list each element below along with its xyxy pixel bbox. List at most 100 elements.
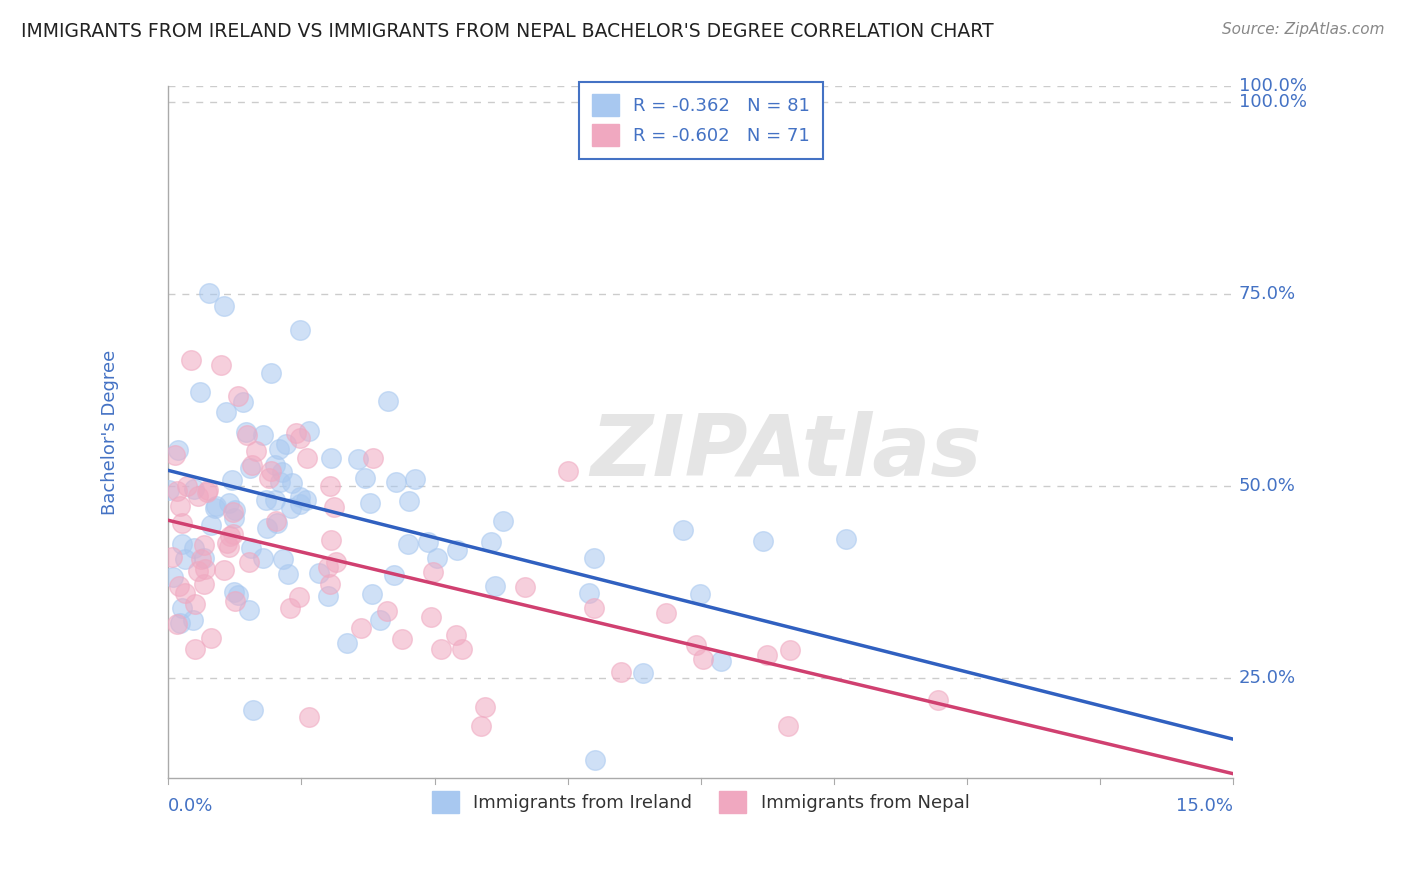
Point bbox=[752, 534, 775, 549]
Legend: Immigrants from Ireland, Immigrants from Nepal: Immigrants from Ireland, Immigrants from… bbox=[420, 780, 980, 824]
Point bbox=[267, 442, 290, 456]
Point bbox=[163, 448, 186, 462]
Point bbox=[187, 564, 209, 578]
Point bbox=[350, 621, 373, 635]
Point bbox=[205, 499, 228, 513]
Point bbox=[264, 492, 287, 507]
Point bbox=[169, 615, 191, 630]
Point bbox=[422, 565, 444, 579]
Point bbox=[218, 540, 240, 554]
Point bbox=[238, 555, 260, 569]
Text: 15.0%: 15.0% bbox=[1177, 797, 1233, 814]
Point bbox=[298, 710, 321, 724]
Point bbox=[157, 483, 180, 497]
Point bbox=[270, 465, 292, 479]
Point bbox=[287, 591, 309, 605]
Point bbox=[484, 579, 506, 593]
Point bbox=[319, 576, 342, 591]
Point bbox=[190, 384, 212, 399]
Point bbox=[224, 593, 246, 607]
Point bbox=[446, 542, 468, 557]
Point bbox=[557, 464, 579, 478]
Point bbox=[276, 437, 298, 451]
Point bbox=[444, 628, 467, 642]
Point bbox=[170, 516, 193, 531]
Point bbox=[260, 464, 283, 478]
Point bbox=[285, 426, 308, 441]
Point bbox=[162, 570, 184, 584]
Point bbox=[321, 451, 343, 466]
Point bbox=[479, 535, 502, 549]
Point bbox=[834, 533, 856, 547]
Point bbox=[221, 505, 243, 519]
Point bbox=[319, 479, 342, 493]
Point bbox=[269, 475, 291, 489]
Point bbox=[222, 585, 245, 599]
Point bbox=[655, 606, 678, 620]
Text: 0.0%: 0.0% bbox=[169, 797, 214, 814]
Point bbox=[238, 603, 260, 617]
Point bbox=[685, 638, 707, 652]
Point bbox=[183, 541, 205, 555]
Point bbox=[298, 425, 321, 439]
Point bbox=[190, 552, 212, 566]
Point bbox=[187, 489, 209, 503]
Point bbox=[204, 500, 226, 515]
Point bbox=[323, 500, 346, 514]
Point bbox=[308, 566, 330, 581]
Point bbox=[218, 529, 240, 543]
Point bbox=[197, 483, 219, 497]
Point bbox=[254, 492, 277, 507]
Point bbox=[416, 535, 439, 549]
Point bbox=[325, 555, 347, 569]
Point bbox=[167, 579, 190, 593]
Point bbox=[359, 496, 381, 510]
Text: IMMIGRANTS FROM IRELAND VS IMMIGRANTS FROM NEPAL BACHELOR'S DEGREE CORRELATION C: IMMIGRANTS FROM IRELAND VS IMMIGRANTS FR… bbox=[21, 22, 994, 41]
Point bbox=[583, 600, 606, 615]
Point bbox=[226, 588, 249, 602]
Point bbox=[288, 323, 311, 337]
Point bbox=[927, 692, 949, 706]
Point bbox=[361, 587, 384, 601]
Point bbox=[361, 450, 384, 465]
Point bbox=[450, 642, 472, 657]
Point bbox=[169, 499, 191, 513]
Point bbox=[382, 568, 405, 582]
Point bbox=[252, 428, 274, 442]
Point bbox=[385, 475, 408, 490]
Point bbox=[426, 550, 449, 565]
Point bbox=[264, 458, 287, 472]
Point bbox=[239, 541, 262, 555]
Point bbox=[170, 536, 193, 550]
Point bbox=[252, 551, 274, 566]
Point bbox=[200, 632, 222, 646]
Point bbox=[266, 516, 288, 531]
Point bbox=[160, 550, 183, 565]
Point bbox=[368, 613, 391, 627]
Point bbox=[181, 613, 204, 627]
Point bbox=[273, 552, 295, 566]
Text: 100.0%: 100.0% bbox=[1239, 93, 1306, 111]
Point bbox=[221, 473, 243, 487]
Point bbox=[184, 597, 207, 611]
Point bbox=[240, 458, 263, 473]
Point bbox=[419, 610, 441, 624]
Point bbox=[689, 587, 711, 601]
Point bbox=[266, 514, 288, 528]
Point bbox=[235, 428, 257, 442]
Point bbox=[280, 475, 302, 490]
Point bbox=[633, 666, 655, 681]
Point bbox=[256, 521, 278, 535]
Text: Source: ZipAtlas.com: Source: ZipAtlas.com bbox=[1222, 22, 1385, 37]
Point bbox=[245, 443, 267, 458]
Point bbox=[193, 577, 215, 591]
Point bbox=[226, 389, 249, 403]
Point bbox=[184, 642, 207, 657]
Point bbox=[172, 600, 194, 615]
Point bbox=[174, 552, 197, 566]
Point bbox=[492, 514, 515, 528]
Point bbox=[183, 482, 205, 496]
Point bbox=[167, 442, 190, 457]
Point bbox=[214, 405, 236, 419]
Point bbox=[224, 503, 246, 517]
